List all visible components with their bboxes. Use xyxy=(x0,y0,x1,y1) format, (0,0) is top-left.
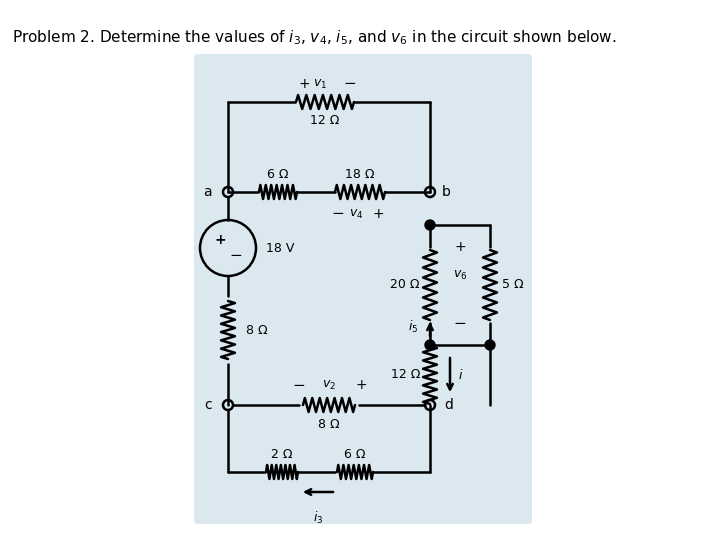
Text: −: − xyxy=(343,77,356,92)
Text: 12 Ω: 12 Ω xyxy=(310,113,340,127)
Text: 6 Ω: 6 Ω xyxy=(267,168,289,181)
Text: 18 Ω: 18 Ω xyxy=(346,168,375,181)
FancyBboxPatch shape xyxy=(194,54,532,524)
Text: −: − xyxy=(454,316,467,330)
Text: +: + xyxy=(372,207,384,221)
Text: $v_1$: $v_1$ xyxy=(313,77,327,90)
Text: 20 Ω: 20 Ω xyxy=(391,278,420,292)
Text: −: − xyxy=(229,248,242,264)
Text: c: c xyxy=(205,398,212,412)
Circle shape xyxy=(485,340,495,350)
Text: $v_2$: $v_2$ xyxy=(322,379,336,392)
Text: +: + xyxy=(355,378,367,392)
Text: 6 Ω: 6 Ω xyxy=(344,448,366,460)
Text: $i_5$: $i_5$ xyxy=(408,319,418,335)
Text: +: + xyxy=(455,240,466,254)
Text: d: d xyxy=(444,398,453,412)
Text: 8 Ω: 8 Ω xyxy=(318,419,340,431)
Text: a: a xyxy=(203,185,212,199)
Text: 12 Ω: 12 Ω xyxy=(391,368,420,381)
Text: $v_6$: $v_6$ xyxy=(453,269,467,282)
Text: $v_4$: $v_4$ xyxy=(349,208,363,220)
Text: 18 V: 18 V xyxy=(266,242,295,254)
Text: +: + xyxy=(298,77,310,91)
Text: $i_3$: $i_3$ xyxy=(313,510,323,526)
Circle shape xyxy=(425,220,435,230)
Text: Problem 2. Determine the values of $i_3$, $v_4$, $i_5$, and $v_6$ in the circuit: Problem 2. Determine the values of $i_3$… xyxy=(12,28,617,47)
Text: 2 Ω: 2 Ω xyxy=(271,448,292,460)
Text: −: − xyxy=(331,207,344,221)
Text: −: − xyxy=(292,378,305,392)
Text: b: b xyxy=(442,185,451,199)
Text: +: + xyxy=(215,233,226,247)
Text: 5 Ω: 5 Ω xyxy=(502,278,524,292)
Circle shape xyxy=(425,340,435,350)
Text: $i$: $i$ xyxy=(458,368,464,382)
Text: 8 Ω: 8 Ω xyxy=(246,323,268,336)
